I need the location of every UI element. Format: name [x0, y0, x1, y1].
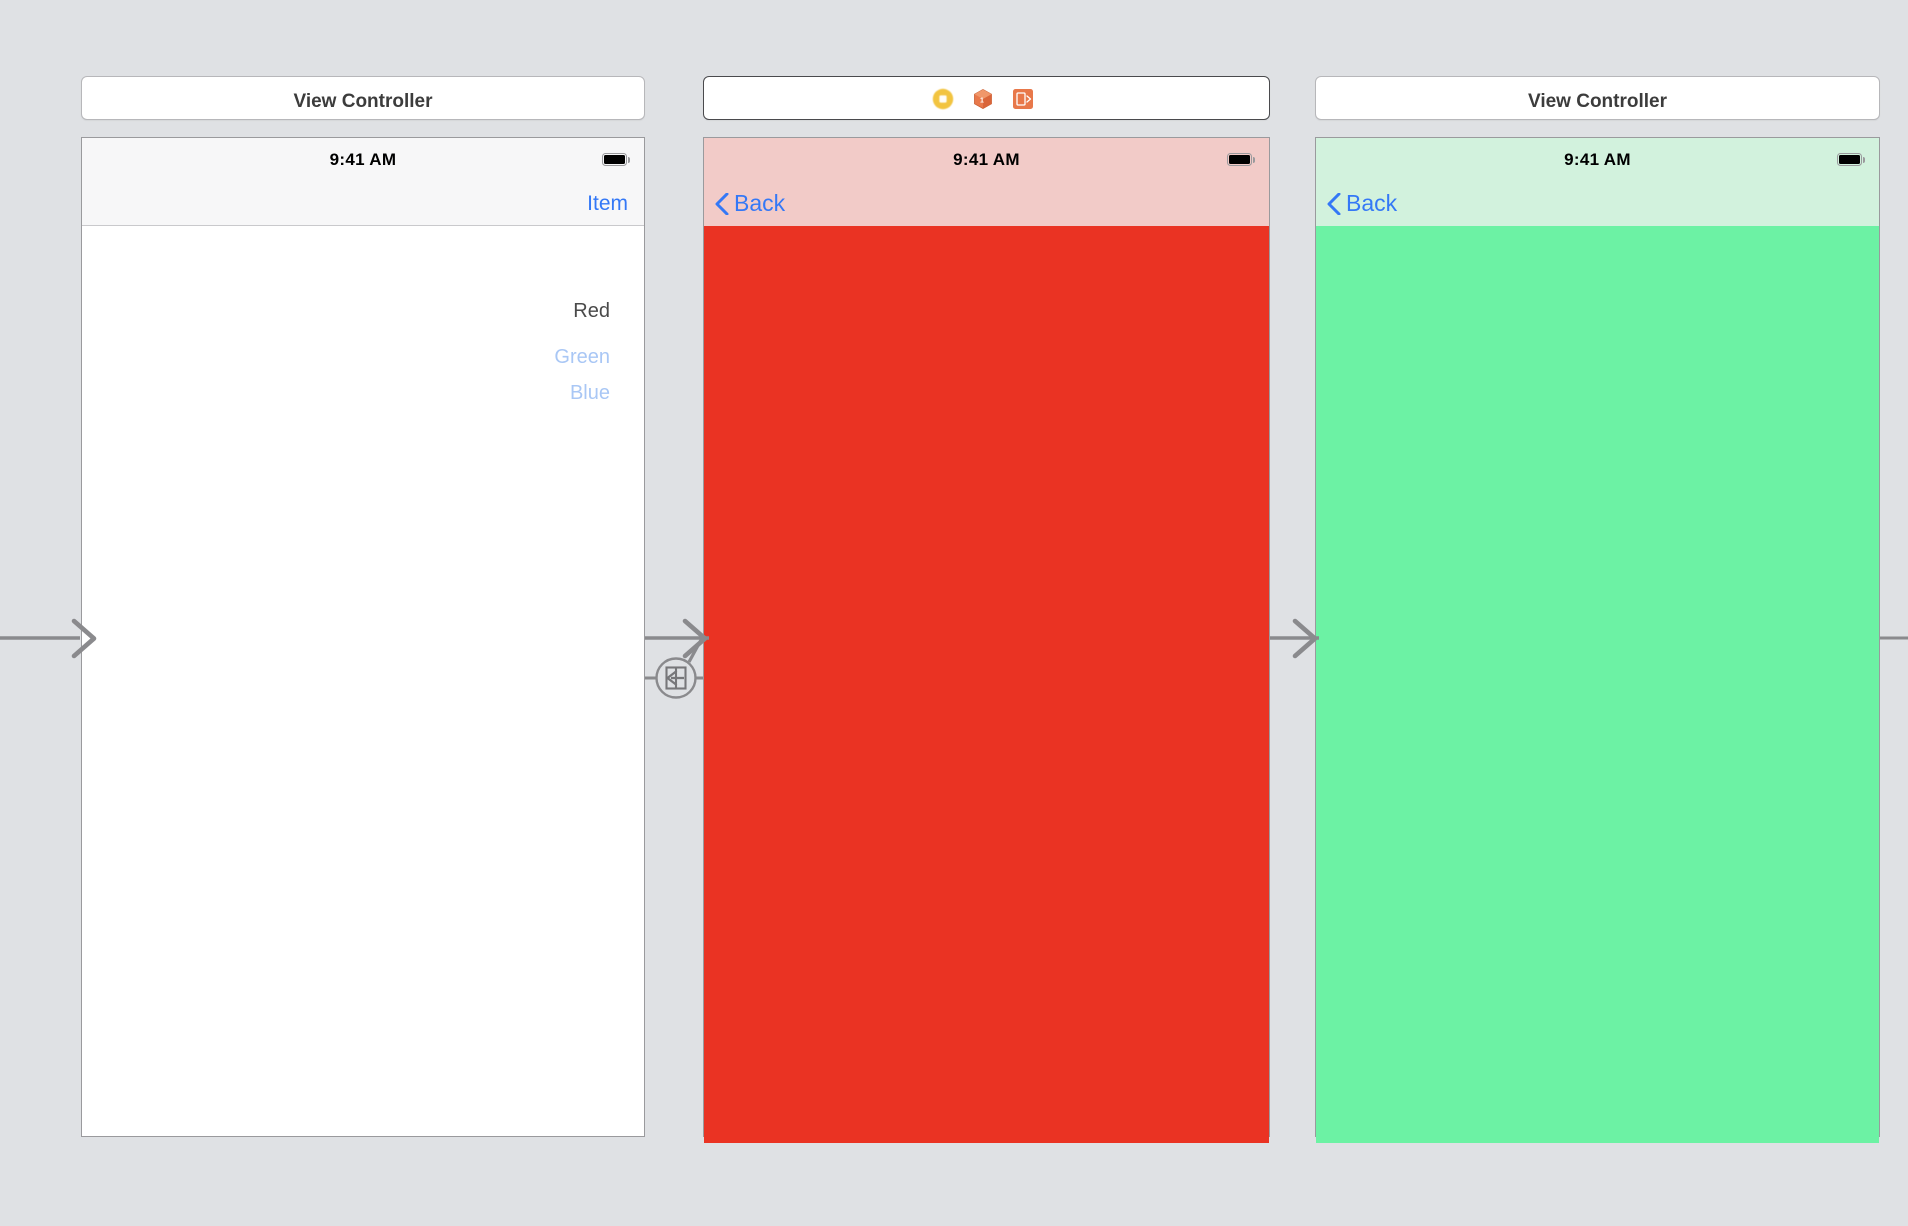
- svg-text:1: 1: [980, 98, 984, 105]
